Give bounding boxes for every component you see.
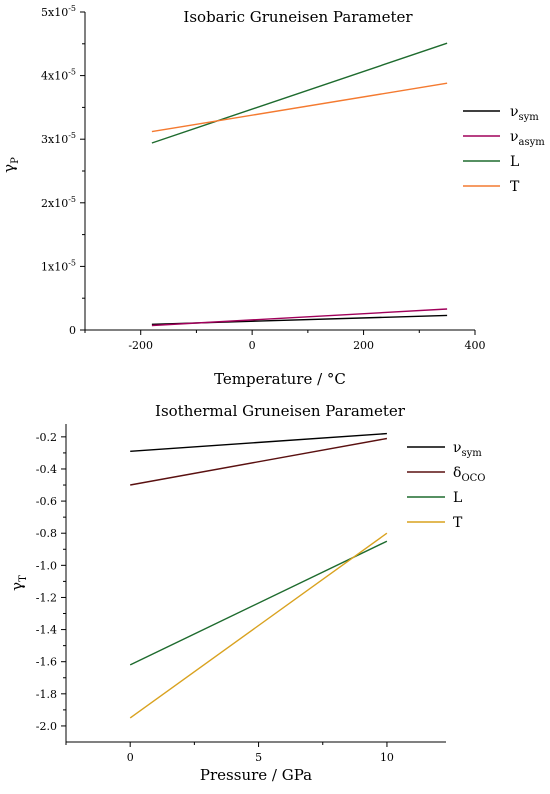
legend-label: T	[510, 179, 520, 195]
series-line-ν-asym	[151, 308, 448, 327]
legend-label: νasym	[510, 129, 545, 148]
x-tick-label: 400	[465, 339, 486, 352]
chart-1: -200 0 200 40001x10-52x10-53x10-54x10-55x10…	[0, 4, 545, 388]
y-tick-label: 1x10-5	[41, 258, 76, 273]
legend-label-subscript: OCO	[461, 473, 485, 484]
series-line-δ-OCO	[130, 437, 388, 486]
y-tick-label-exponent: -5	[68, 68, 76, 77]
legend-label-name: T	[510, 179, 520, 195]
legend-label: L	[453, 490, 462, 506]
y-tick-label: -0.4	[36, 463, 57, 476]
y-axis-label-symbol: γ	[8, 582, 26, 591]
legend-label-name: δ	[453, 465, 461, 481]
y-tick-label-mantissa: 1x10	[41, 260, 68, 273]
y-axis-label-subscript: T	[18, 575, 29, 582]
legend-label-name: ν	[510, 129, 519, 145]
y-tick-label-mantissa: 4x10	[41, 70, 68, 83]
legend-label-subscript: asym	[519, 137, 546, 148]
legend-label: δOCO	[453, 465, 486, 484]
y-tick-label: 2x10-5	[41, 195, 76, 210]
x-tick-label: 0	[127, 751, 134, 764]
y-axis-label-symbol: γ	[0, 164, 18, 173]
legend-label-name: T	[453, 515, 463, 531]
y-tick-label: 5x10-5	[41, 4, 76, 19]
series-line-T	[151, 82, 448, 133]
legend-label-name: L	[453, 490, 462, 506]
series-line-L	[129, 540, 388, 666]
y-tick-label: 4x10-5	[41, 68, 76, 83]
x-tick-label: -200	[128, 339, 153, 352]
y-tick-label: -1.6	[36, 656, 57, 669]
legend-label: νsym	[453, 440, 482, 459]
legend-label-name: L	[510, 154, 519, 170]
legend-label: T	[453, 515, 463, 531]
chart-title: Isothermal Gruneisen Parameter	[155, 402, 406, 420]
y-tick-label: 3x10-5	[41, 131, 76, 146]
x-tick-label: 200	[353, 339, 374, 352]
y-tick-label: -0.2	[36, 431, 57, 444]
y-tick-label-exponent: -5	[68, 4, 76, 13]
y-tick-label-mantissa: 0	[69, 324, 76, 337]
legend-label-name: ν	[453, 440, 462, 456]
x-tick-label: 0	[249, 339, 256, 352]
y-tick-label: -1.2	[36, 591, 57, 604]
y-tick-label: 0	[69, 324, 76, 337]
x-tick-label: 5	[255, 751, 262, 764]
y-tick-label: -0.6	[36, 495, 57, 508]
legend-label-name: ν	[510, 104, 519, 120]
x-tick-label: 10	[380, 751, 394, 764]
legend-label-subscript: sym	[519, 112, 540, 123]
y-tick-label: -0.8	[36, 527, 57, 540]
y-axis-label: γT	[8, 575, 29, 591]
y-tick-label-mantissa: 2x10	[41, 197, 68, 210]
series-line-ν-sym	[130, 432, 387, 452]
y-tick-label-mantissa: 5x10	[41, 6, 68, 19]
y-tick-label-mantissa: 3x10	[41, 133, 68, 146]
chart-title: Isobaric Gruneisen Parameter	[183, 8, 413, 26]
x-axis-label: Pressure / GPa	[200, 766, 312, 784]
series-line-T	[129, 532, 388, 719]
y-tick-label-exponent: -5	[68, 258, 76, 267]
y-tick-label: -1.0	[36, 559, 57, 572]
y-tick-label: -1.8	[36, 688, 57, 701]
chart-2: 0 5 10 -2.0 -1.8 -1.6 -1.4 -1.2 -1.0 -0.8 -0.6 -0.4…	[8, 402, 486, 784]
y-axis-label-subscript: P	[10, 157, 21, 164]
legend-label: νsym	[510, 104, 539, 123]
y-tick-label-exponent: -5	[68, 195, 76, 204]
y-tick-label-exponent: -5	[68, 131, 76, 140]
legend-label-subscript: sym	[462, 448, 483, 459]
legend-label: L	[510, 154, 519, 170]
x-axis-label: Temperature / °C	[214, 370, 346, 388]
series-line-L	[151, 42, 448, 144]
y-tick-label: -2.0	[36, 720, 57, 733]
y-tick-label: -1.4	[36, 624, 57, 637]
y-axis-label: γP	[0, 157, 21, 173]
